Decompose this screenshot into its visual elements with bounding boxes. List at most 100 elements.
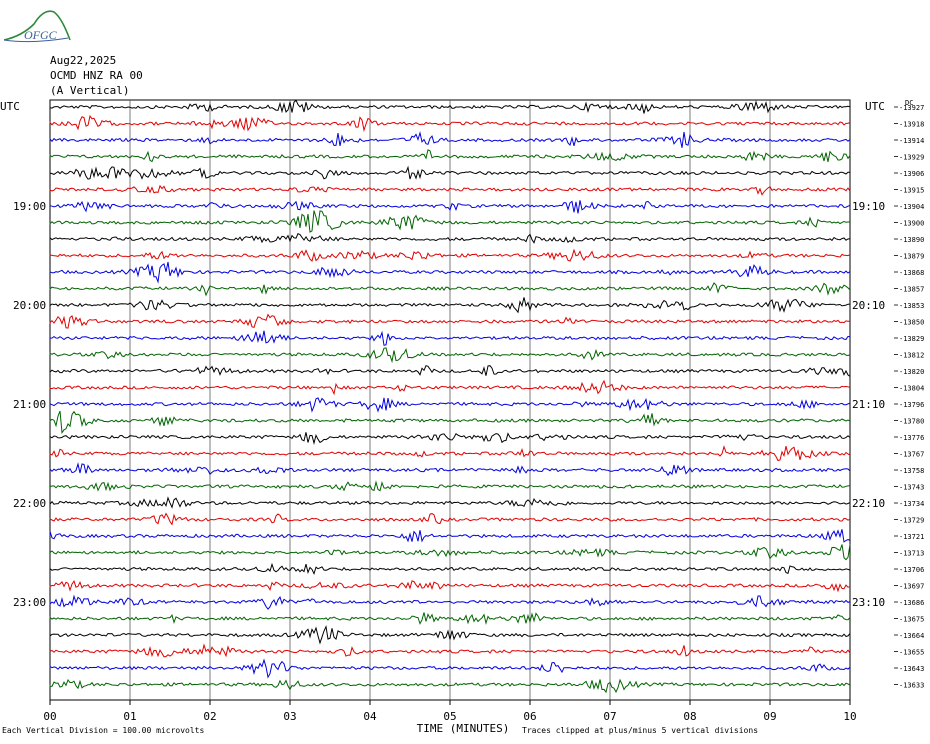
dc-offset-label: -13780 [899, 418, 924, 426]
trace-row-25 [49, 496, 851, 509]
trace-row-14 [49, 313, 850, 329]
dc-offset-label: -13890 [899, 236, 924, 244]
dc-offset-label: -13918 [899, 121, 924, 129]
trace-row-16 [49, 347, 851, 364]
trace-row-20 [49, 410, 851, 435]
dc-offset-label: -13868 [899, 269, 924, 277]
dc-offset-label: -13829 [899, 335, 924, 343]
trace-row-29 [49, 562, 851, 575]
trace-row-10 [49, 248, 851, 262]
dc-offset-label: -13697 [899, 583, 924, 591]
x-tick-label: 08 [683, 710, 696, 723]
trace-row-15 [49, 330, 851, 346]
dc-offset-label: -13655 [899, 649, 924, 657]
dc-offset-label: -13706 [899, 566, 924, 574]
dc-offset-label: -13850 [899, 319, 924, 327]
x-tick-label: 05 [443, 710, 456, 723]
dc-offset-label: -13906 [899, 170, 924, 178]
chart-date: Aug22,2025 [50, 54, 117, 67]
left-time-label: 22:00 [13, 497, 46, 510]
trace-row-13 [49, 297, 851, 314]
chart-component: (A Vertical) [50, 84, 130, 97]
dc-offset-label: -13767 [899, 451, 924, 459]
dc-offset-label: -13914 [899, 137, 924, 145]
trace-row-27 [49, 529, 851, 543]
trace-row-22 [49, 445, 851, 462]
trace-row-8 [49, 210, 851, 233]
trace-row-6 [49, 184, 851, 196]
x-tick-label: 06 [523, 710, 536, 723]
x-tick-label: 02 [203, 710, 216, 723]
trace-row-26 [49, 512, 851, 526]
chart-station: OCMD HNZ RA 00 [50, 69, 143, 82]
trace-row-32 [49, 612, 851, 626]
trace-row-9 [49, 233, 851, 244]
trace-row-17 [49, 365, 851, 377]
dc-offset-label: -13929 [899, 154, 924, 162]
trace-row-1 [49, 99, 851, 114]
dc-offset-label: -13879 [899, 253, 924, 261]
trace-row-24 [49, 480, 851, 492]
dc-offset-label: -13776 [899, 434, 924, 442]
dc-offset-label: -13633 [899, 682, 924, 690]
x-axis-label: TIME (MINUTES) [417, 722, 510, 735]
right-time-label: 22:10 [852, 497, 885, 510]
trace-row-31 [49, 594, 851, 610]
x-tick-label: 01 [123, 710, 136, 723]
logo-text: OFGC [24, 28, 58, 42]
trace-row-5 [49, 165, 851, 180]
dc-offset-label: -13713 [899, 550, 924, 558]
trace-row-2 [49, 114, 851, 133]
trace-row-4 [49, 149, 851, 163]
dc-offset-label: -13927 [899, 104, 924, 112]
trace-row-11 [49, 261, 851, 284]
left-time-label: 19:00 [13, 200, 46, 213]
dc-offset-label: -13758 [899, 467, 924, 475]
left-time-label: 21:00 [13, 398, 46, 411]
trace-row-35 [49, 658, 851, 679]
trace-row-23 [49, 462, 851, 477]
clip-note: Traces clipped at plus/minus 5 vertical … [522, 726, 759, 735]
x-tick-label: 10 [843, 710, 856, 723]
x-tick-label: 07 [603, 710, 616, 723]
trace-row-34 [49, 643, 851, 658]
trace-row-33 [49, 625, 851, 645]
trace-row-30 [49, 579, 851, 593]
x-tick-label: 09 [763, 710, 776, 723]
dc-offset-label: -13857 [899, 286, 924, 294]
dc-offset-label: -13796 [899, 401, 924, 409]
trace-row-18 [49, 379, 851, 396]
dc-offset-label: -13729 [899, 517, 924, 525]
dc-offset-label: -13686 [899, 599, 924, 607]
trace-row-21 [49, 432, 851, 445]
trace-row-12 [49, 282, 851, 297]
dc-offset-label: -13743 [899, 484, 924, 492]
x-tick-label: 00 [43, 710, 56, 723]
dc-offset-label: -13643 [899, 665, 924, 673]
trace-row-28 [49, 544, 851, 561]
trace-row-36 [49, 678, 851, 694]
left-time-label: 20:00 [13, 299, 46, 312]
dc-offset-label: -13900 [899, 220, 924, 228]
right-time-label: 20:10 [852, 299, 885, 312]
right-axis-label: UTC [865, 100, 885, 113]
right-time-label: 21:10 [852, 398, 885, 411]
dc-offset-label: -13853 [899, 302, 924, 310]
dc-offset-label: -13804 [899, 385, 924, 393]
dc-corner-label: DC [905, 99, 913, 107]
dc-offset-label: -13675 [899, 616, 924, 624]
dc-offset-label: -13812 [899, 352, 924, 360]
x-tick-label: 03 [283, 710, 296, 723]
scale-note: Each Vertical Division = 100.00 microvol… [2, 726, 205, 735]
right-time-label: 19:10 [852, 200, 885, 213]
dc-offset-label: -13904 [899, 203, 924, 211]
ofgc-logo: OFGC [3, 10, 71, 43]
trace-row-3 [49, 130, 851, 148]
dc-offset-label: -13820 [899, 368, 924, 376]
dc-offset-label: -13734 [899, 500, 924, 508]
left-axis-label: UTC [0, 100, 20, 113]
trace-row-7 [49, 200, 851, 214]
dc-offset-label: -13721 [899, 533, 924, 541]
left-time-label: 23:00 [13, 596, 46, 609]
